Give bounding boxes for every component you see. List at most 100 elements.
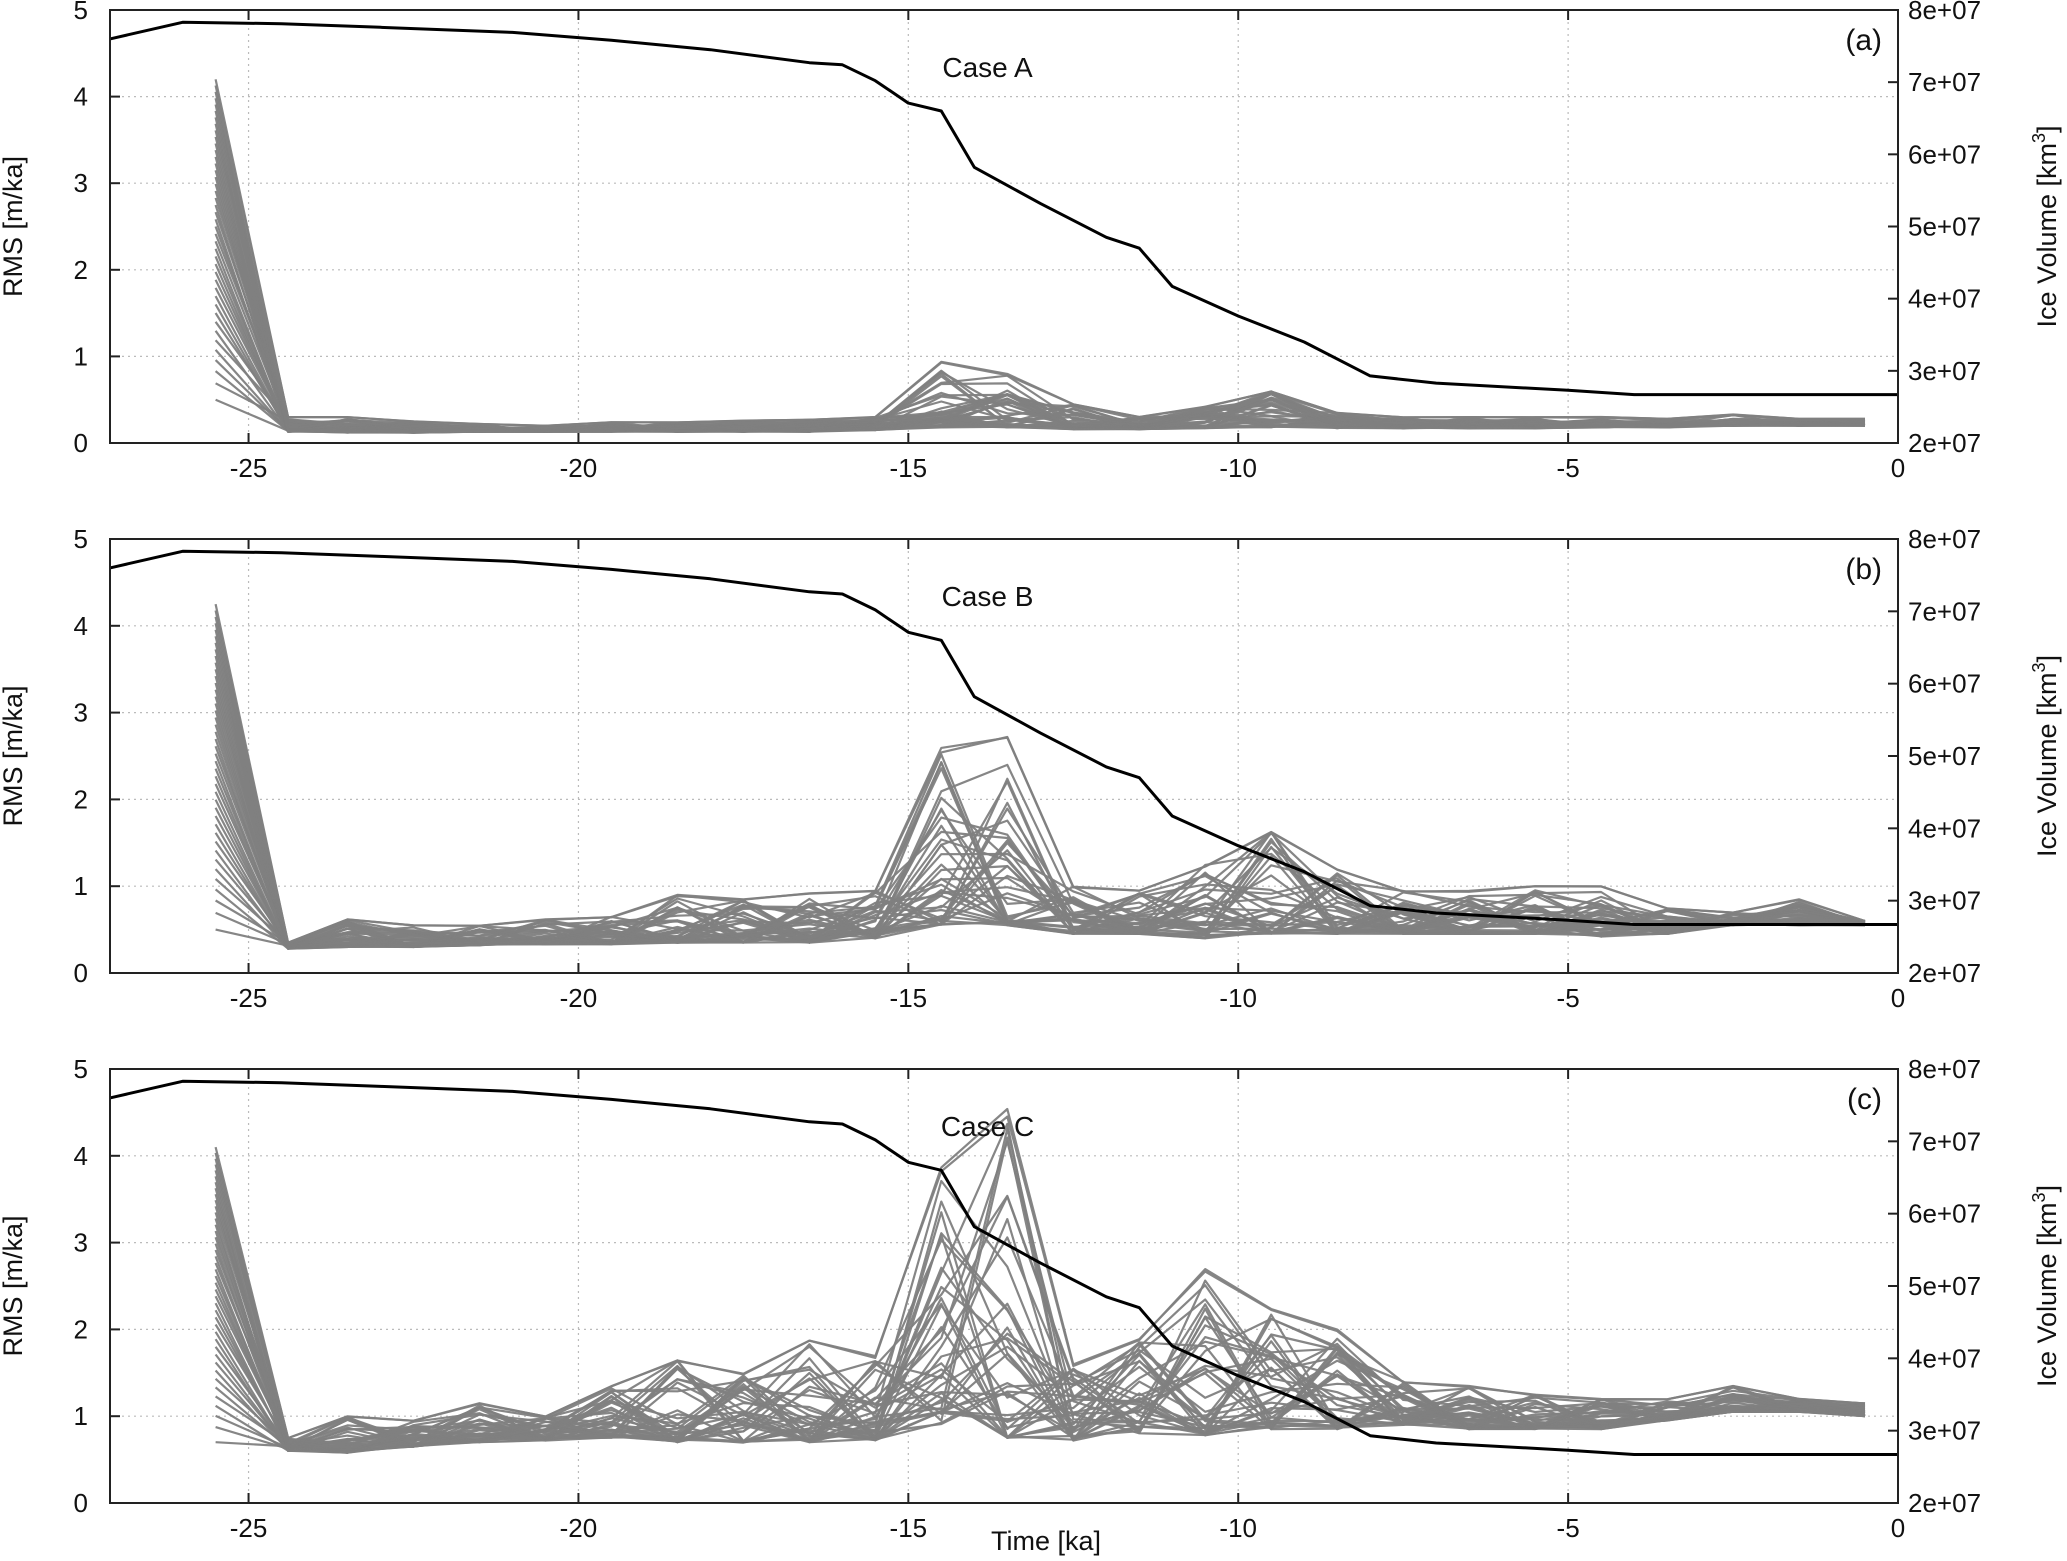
ensemble-series (214, 104, 1866, 433)
ensemble-series (214, 130, 1866, 433)
y-axis-title-right-sup: 3 (2029, 662, 2049, 672)
ensemble-lines (214, 603, 1866, 950)
x-tick-label: -10 (1219, 453, 1257, 483)
ensemble-series (214, 1187, 1866, 1453)
x-axis-title: Time [ka] (991, 1526, 1101, 1556)
x-tick-label: -20 (560, 453, 598, 483)
panel-a: -25 -20 -15 -10 -5 0 0 1 2 3 4 5 2e+07 3e+07 4e+07 5e+0… (0, 0, 2062, 483)
y-axis-title-right-close: ] (2032, 1185, 2062, 1193)
y-tick-label-left: 1 (74, 1401, 88, 1431)
ensemble-series (214, 1176, 1866, 1447)
panel-label: (a) (1845, 24, 1882, 57)
y-tick-label-right: 4e+07 (1908, 284, 1981, 314)
ensemble-series (214, 85, 1866, 427)
ensemble-series (214, 218, 1866, 433)
y-axis-title-left: RMS [m/ka] (0, 685, 28, 826)
x-tick-label: -15 (890, 983, 928, 1013)
x-tick-label: 0 (1891, 983, 1905, 1013)
y-tick-label-left: 3 (74, 168, 88, 198)
y-tick-label-right: 4e+07 (1908, 813, 1981, 843)
x-tick-label: 0 (1891, 453, 1905, 483)
ensemble-series (214, 603, 1866, 944)
y-axis-title-left: RMS [m/ka] (0, 156, 28, 297)
y-axis-title-right-close: ] (2032, 125, 2062, 133)
y-tick-label-left: 1 (74, 871, 88, 901)
y-tick-label-left: 2 (74, 255, 88, 285)
y-tick-label-left: 5 (74, 0, 88, 25)
y-axis-title-right-sup: 3 (2029, 133, 2049, 143)
y-tick-label-left: 4 (74, 82, 88, 112)
y-axis-title-right-close: ] (2032, 655, 2062, 663)
y-tick-label-left: 3 (74, 1228, 88, 1258)
y-tick-label-left: 3 (74, 698, 88, 728)
y-tick-label-right: 6e+07 (1908, 669, 1981, 699)
y-tick-label-left: 5 (74, 1054, 88, 1084)
y-tick-label-right: 6e+07 (1908, 139, 1981, 169)
x-tick-label: -25 (230, 453, 268, 483)
panel-c: -25 -20 -15 -10 -5 0 0 1 2 3 4 5 2e+07 3e+07 4e+07 5e+0… (0, 1054, 2062, 1543)
y-tick-label-right: 7e+07 (1908, 1126, 1981, 1156)
y-tick-label-right: 2e+07 (1908, 1488, 1981, 1518)
ensemble-lines (214, 79, 1866, 434)
y-tick-label-right: 3e+07 (1908, 356, 1981, 386)
y-axis-title-right: Ice Volume [km3] (2029, 125, 2062, 327)
y-tick-label-right: 6e+07 (1908, 1199, 1981, 1229)
y-tick-label-right: 5e+07 (1908, 212, 1981, 242)
y-tick-label-left: 2 (74, 1314, 88, 1344)
y-axis-title-right: Ice Volume [km3] (2029, 655, 2062, 857)
y-tick-label-left: 5 (74, 524, 88, 554)
ensemble-series (214, 1158, 1866, 1450)
case-label: Case C (941, 1111, 1034, 1142)
case-label: Case B (942, 581, 1034, 612)
x-tick-label: -5 (1557, 983, 1580, 1013)
y-tick-label-right: 3e+07 (1908, 886, 1981, 916)
x-tick-label: 0 (1891, 1513, 1905, 1543)
x-tick-label: -10 (1219, 1513, 1257, 1543)
panel-label: (c) (1847, 1083, 1882, 1116)
y-tick-label-left: 4 (74, 1141, 88, 1171)
y-axis-title-right-base: Ice Volume [km (2032, 672, 2062, 857)
ensemble-series (214, 91, 1866, 433)
x-tick-label: -10 (1219, 983, 1257, 1013)
ensemble-series (214, 1218, 1866, 1453)
ensemble-series (214, 696, 1866, 945)
y-tick-label-left: 0 (74, 958, 88, 988)
ensemble-series (214, 649, 1866, 949)
y-tick-label-right: 7e+07 (1908, 67, 1981, 97)
x-tick-label: -25 (230, 983, 268, 1013)
x-tick-label: -25 (230, 1513, 268, 1543)
y-axis-title-right-base: Ice Volume [km (2032, 1202, 2062, 1387)
y-tick-label-left: 4 (74, 611, 88, 641)
ensemble-series (214, 226, 1866, 434)
y-tick-label-right: 7e+07 (1908, 596, 1981, 626)
y-tick-label-right: 5e+07 (1908, 741, 1981, 771)
ensemble-series (214, 815, 1866, 949)
ensemble-series (214, 675, 1866, 950)
ice-volume-line (109, 1079, 1898, 1456)
y-axis-title-right-sup: 3 (2029, 1192, 2049, 1202)
x-tick-label: -20 (560, 1513, 598, 1543)
ice-volume-line (109, 549, 1898, 926)
x-tick-label: -20 (560, 983, 598, 1013)
ensemble-series (214, 623, 1866, 950)
ensemble-series (214, 616, 1866, 947)
ensemble-series (214, 190, 1866, 433)
ensemble-series (214, 233, 1866, 433)
y-tick-label-left: 2 (74, 784, 88, 814)
y-axis-title-left: RMS [m/ka] (0, 1215, 28, 1356)
y-tick-label-right: 8e+07 (1908, 524, 1981, 554)
x-tick-label: -5 (1557, 1513, 1580, 1543)
x-tick-label: -5 (1557, 453, 1580, 483)
y-tick-label-left: 0 (74, 428, 88, 458)
y-tick-label-right: 8e+07 (1908, 1054, 1981, 1084)
panel-b: -25 -20 -15 -10 -5 0 0 1 2 3 4 5 2e+07 3e+07 4e+07 5e+0… (0, 524, 2062, 1013)
y-tick-label-right: 3e+07 (1908, 1416, 1981, 1446)
x-tick-label: -15 (890, 1513, 928, 1543)
ensemble-series (214, 117, 1866, 433)
y-tick-label-right: 5e+07 (1908, 1271, 1981, 1301)
ensemble-series (214, 1115, 1866, 1440)
ensemble-lines (214, 1107, 1866, 1454)
y-tick-label-right: 4e+07 (1908, 1343, 1981, 1373)
